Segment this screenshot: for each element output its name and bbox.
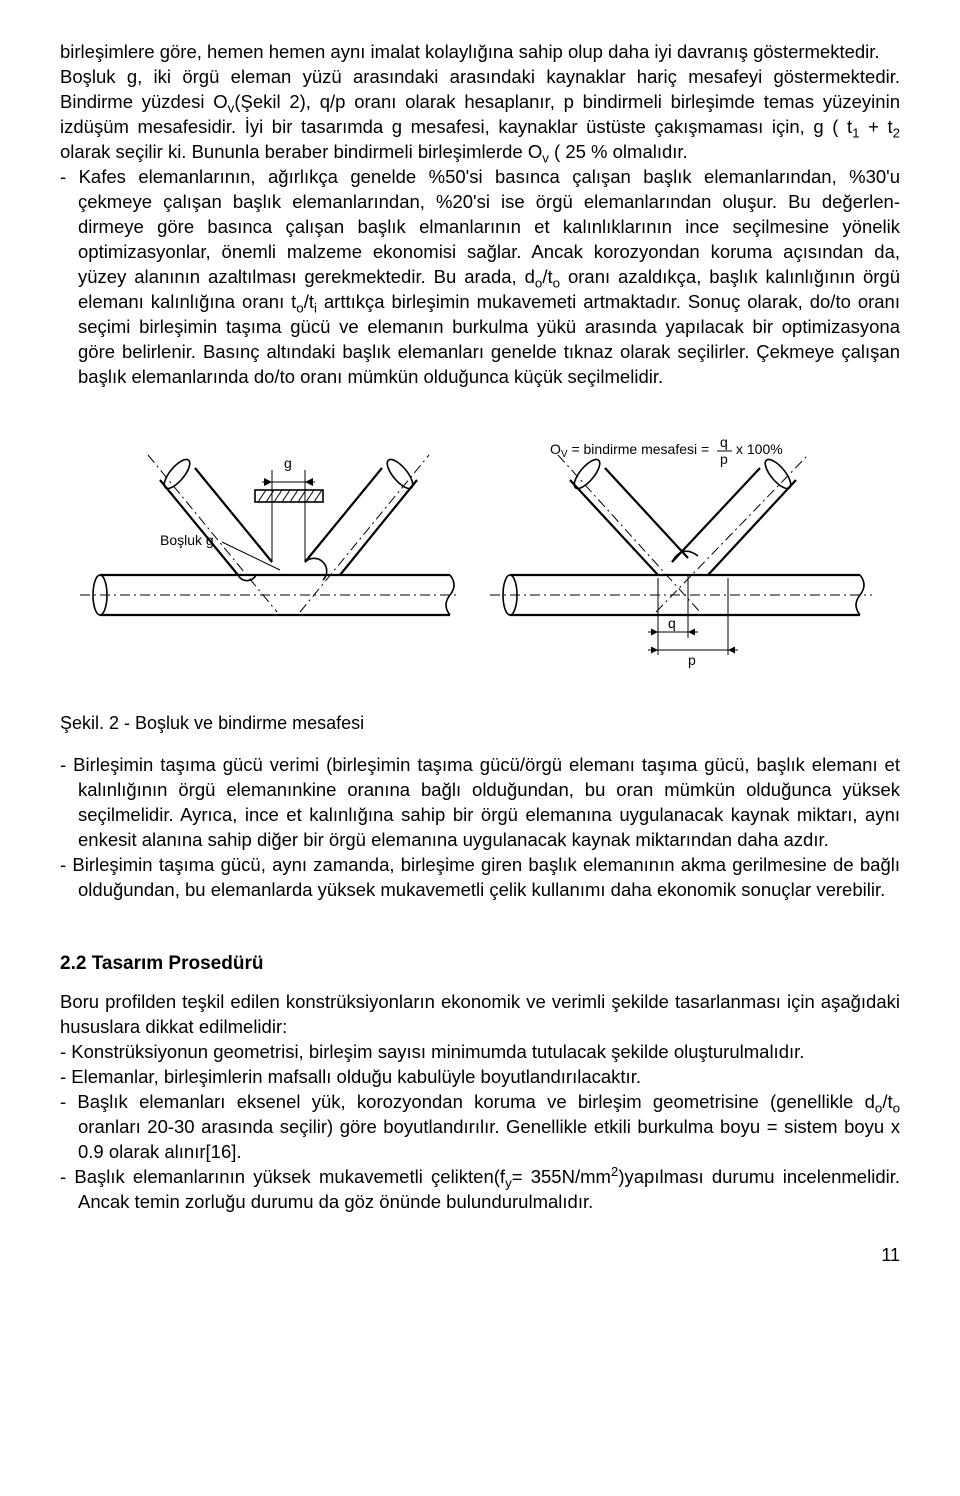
formula: OV = bindirme mesafesi = q p x 100% — [550, 434, 783, 467]
section-heading: 2.2 Tasarım Prosedürü — [60, 951, 900, 977]
bullet-mafsal: - Elemanlar, birleşimlerin mafsallı oldu… — [60, 1065, 900, 1090]
text: = 355N/mm — [512, 1166, 611, 1187]
list-item-verim: - Birleşimin taşıma gücü verimi (birleşi… — [60, 753, 900, 853]
paragraph-prosedur-intro: Boru profilden teşkil edilen konstrüksiy… — [60, 990, 900, 1040]
subscript: o — [553, 275, 560, 290]
left-chord — [80, 575, 460, 615]
label-g: g — [284, 455, 292, 471]
text: /t — [542, 266, 552, 287]
svg-text:Boşluk g: Boşluk g — [160, 532, 214, 548]
label-q: q — [668, 615, 676, 631]
subscript: 1 — [852, 126, 859, 141]
svg-text:OV = bindirme mesafesi =: OV = bindirme mesafesi = — [550, 441, 709, 460]
subscript: v — [542, 151, 549, 166]
subscript: y — [505, 1176, 512, 1191]
page-number: 11 — [60, 1243, 900, 1267]
bullet-geometri: - Konstrüksiyonun geometrisi, birleşim s… — [60, 1040, 900, 1065]
frac-den: p — [720, 451, 728, 467]
right-brace-1 — [558, 455, 700, 612]
bullet-mukavemet: - Başlık elemanlarının yüksek mukavemetl… — [60, 1165, 900, 1215]
text: ( 25 % olmalıdır. — [549, 141, 688, 162]
text: + t — [860, 116, 893, 137]
label-p: p — [688, 652, 696, 668]
frac-num: q — [720, 434, 728, 450]
subscript: 2 — [893, 126, 900, 141]
text: oranları 20-30 arasında seçilir) göre bo… — [78, 1116, 900, 1162]
text: olarak seçilir ki. Bununla beraber bindi… — [60, 141, 542, 162]
text: birleşimlere göre, hemen hemen aynı imal… — [60, 41, 880, 62]
text: /t — [304, 291, 314, 312]
list-item-akma: - Birleşimin taşıma gücü, aynı zamanda, … — [60, 853, 900, 903]
qp-dimension: q p — [648, 575, 738, 668]
paragraph-gap-definition: Boşluk g, iki örgü eleman yüzü arasındak… — [60, 65, 900, 165]
bullet-eksenel: - Başlık elemanları eksenel yük, korozyo… — [60, 1090, 900, 1165]
left-brace-2 — [300, 455, 429, 612]
text: /t — [882, 1091, 892, 1112]
figure-2: .st { stroke:#000; fill:none; } .s1 { st… — [60, 420, 900, 697]
subscript: o — [296, 300, 303, 315]
paragraph-intro: birleşimlere göre, hemen hemen aynı imal… — [60, 40, 900, 65]
text: - Başlık elemanlarının yüksek mukavemetl… — [60, 1166, 505, 1187]
list-item-kafes: - Kafes elemanlarının, ağırlıkça genelde… — [60, 165, 900, 390]
text: x 100% — [736, 441, 783, 457]
text: - Başlık elemanları eksenel yük, korozyo… — [60, 1091, 875, 1112]
figure-caption: Şekil. 2 - Boşluk ve bindirme mesafesi — [60, 711, 900, 735]
subscript: o — [893, 1101, 900, 1116]
text: O — [550, 441, 561, 457]
gap-g-dimension: g — [262, 455, 315, 562]
page: birleşimlere göre, hemen hemen aynı imal… — [0, 0, 960, 1307]
text: = bindirme mesafesi = — [568, 441, 710, 457]
figure-svg: .st { stroke:#000; fill:none; } .s1 { st… — [60, 420, 880, 690]
right-chord — [490, 575, 872, 615]
hatch-block — [255, 490, 323, 502]
